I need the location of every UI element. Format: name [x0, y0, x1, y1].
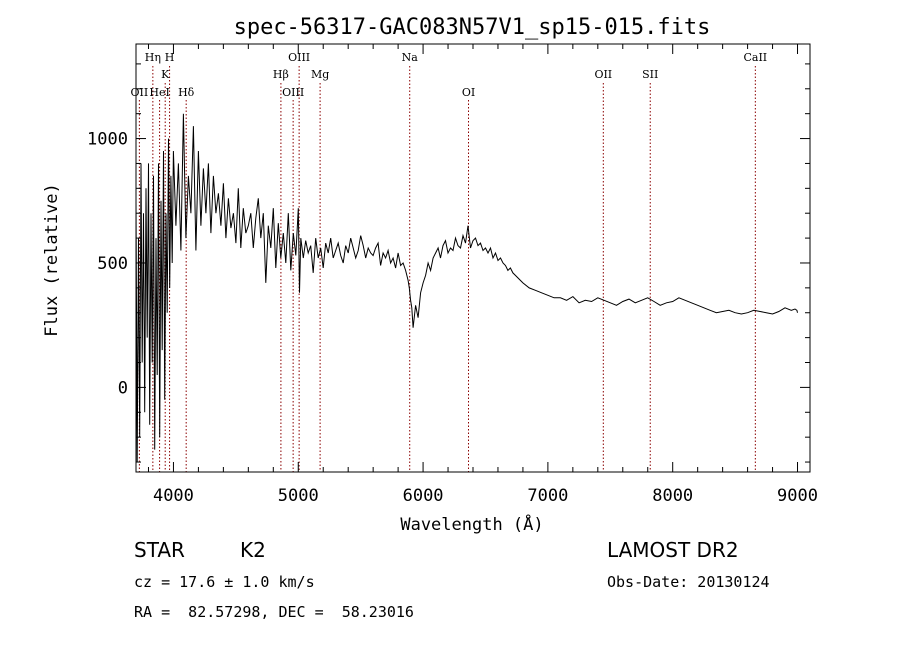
spectral-line-label-10: Na [402, 51, 419, 64]
x-tick-label: 9000 [777, 486, 818, 506]
object-class: STAR [134, 538, 185, 562]
spectral-line-label-11: OI [462, 86, 475, 99]
spectral-line-label-7: OIII [282, 86, 304, 99]
object-subclass: K2 [240, 538, 266, 562]
x-tick-label: 4000 [153, 486, 194, 506]
spectral-line-label-9: Mg [311, 68, 329, 81]
x-tick-label: 5000 [278, 486, 319, 506]
y-tick-label: 500 [97, 254, 128, 274]
axis-ticks [136, 44, 810, 472]
spectral-line-label-3: K [161, 68, 170, 81]
y-tick-label: 0 [118, 378, 128, 398]
y-axis-label: Flux (relative) [42, 183, 62, 337]
spectral-line-label-13: SII [642, 68, 658, 81]
spectral-line-label-2: HeI [149, 86, 169, 99]
x-tick-label: 7000 [527, 486, 568, 506]
coordinates: RA = 82.57298, DEC = 58.23016 [134, 603, 414, 621]
spectral-line-label-5: Hδ [178, 86, 195, 99]
spectral-line-label-14: CaII [743, 51, 767, 64]
chart-title: spec-56317-GAC083N57V1_sp15-015.fits [234, 15, 711, 40]
axis-tick-labels: 4000 5000 6000 7000 8000 9000 0 500 1000 [87, 130, 818, 506]
spectral-line-label-12: OII [594, 68, 612, 81]
plot-frame [135, 43, 811, 473]
redshift-text: cz = 17.6 ± 1.0 km/s [134, 573, 315, 591]
spectral-line-markers [138, 66, 756, 472]
y-tick-label: 1000 [87, 130, 128, 150]
x-axis-label: Wavelength (Å) [400, 513, 543, 535]
spectrum-line [135, 113, 798, 463]
survey-name: LAMOST DR2 [607, 538, 739, 562]
spectral-line-label-1: Hη [145, 51, 161, 64]
x-tick-label: 8000 [652, 486, 693, 506]
spectral-line-label-0: OII [131, 86, 149, 99]
spectral-line-label-4: H [165, 51, 175, 64]
obs-date: Obs-Date: 20130124 [607, 573, 770, 591]
spectral-line-label-6: Hβ [273, 68, 289, 81]
x-tick-label: 6000 [403, 486, 444, 506]
spectral-line-label-8: OIII [288, 51, 310, 64]
